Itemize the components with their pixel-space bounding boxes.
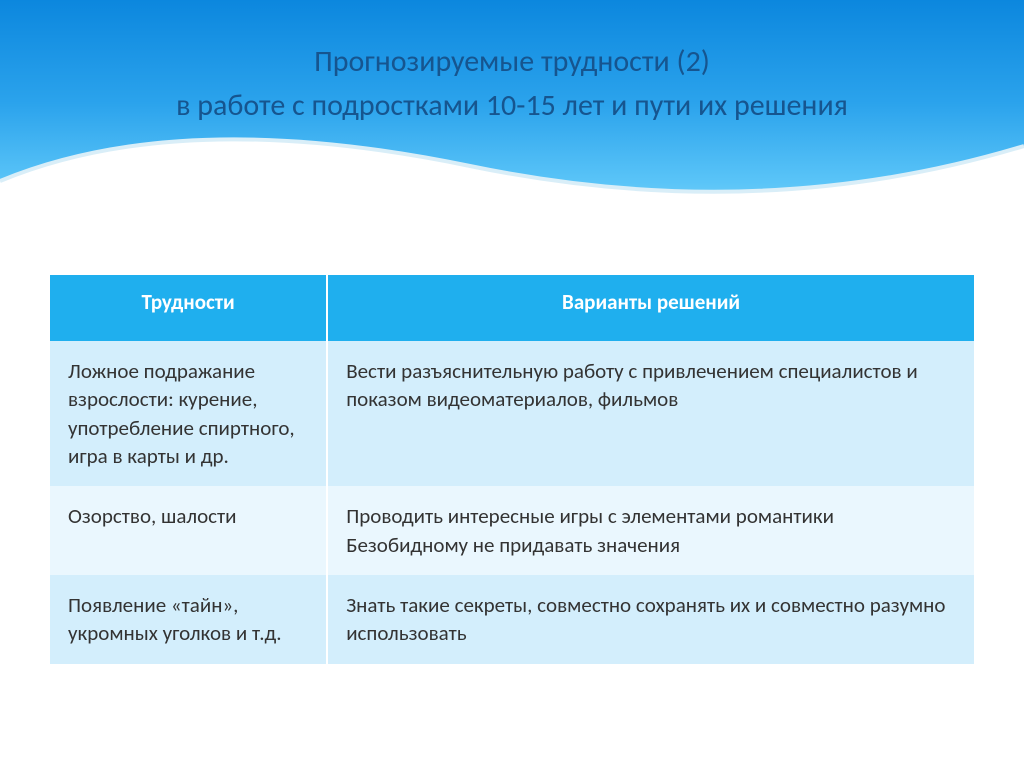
cell-solution: Знать такие секреты, совместно сохранять… [327,575,974,664]
title-line-2: в работе с подростками 10-15 лет и пути … [30,84,994,128]
table-row: Озорство, шалости Проводить интересные и… [50,486,974,575]
table-row: Появление «тайн», укромных уголков и т.д… [50,575,974,664]
header-difficulties: Трудности [50,275,327,341]
title-line-1: Прогнозируемые трудности (2) [30,40,994,84]
cell-solution: Проводить интересные игры с элементами р… [327,486,974,575]
table-header-row: Трудности Варианты решений [50,275,974,341]
cell-difficulty: Озорство, шалости [50,486,327,575]
cell-difficulty: Появление «тайн», укромных уголков и т.д… [50,575,327,664]
header-solutions: Варианты решений [327,275,974,341]
cell-difficulty: Ложное подражание взрослости: курение, у… [50,341,327,486]
difficulties-table: Трудности Варианты решений Ложное подраж… [50,275,974,664]
table-row: Ложное подражание взрослости: курение, у… [50,341,974,486]
wave-curve [0,121,1024,231]
slide-title: Прогнозируемые трудности (2) в работе с … [0,40,1024,127]
cell-solution: Вести разъяснительную работу с привлечен… [327,341,974,486]
